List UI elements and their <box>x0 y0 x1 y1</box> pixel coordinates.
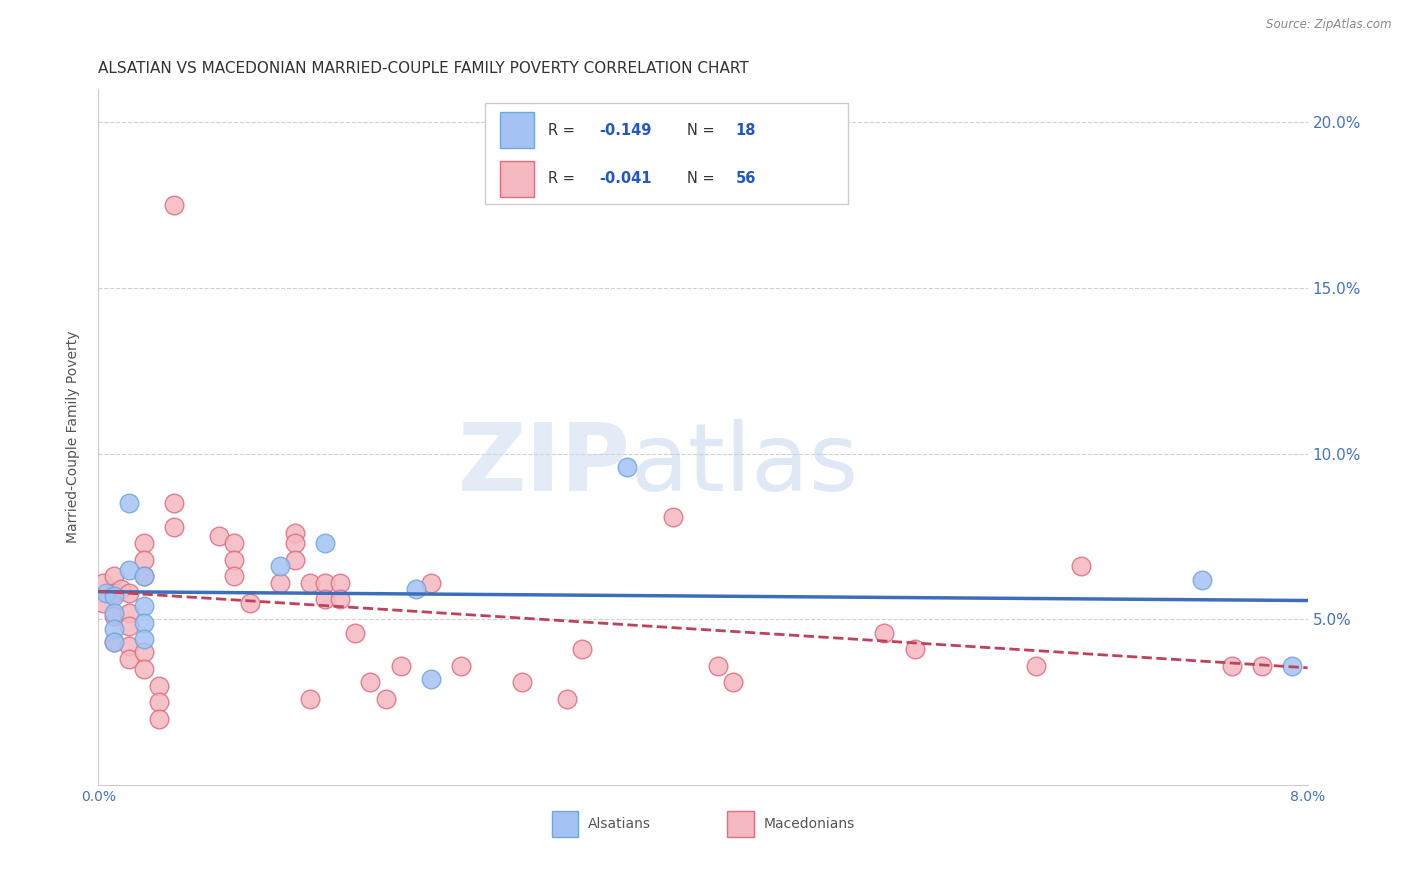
Text: N =: N = <box>688 171 720 186</box>
Point <box>1220 658 1243 673</box>
Point <box>904 642 927 657</box>
Bar <box>727 811 754 837</box>
Point <box>450 658 472 673</box>
Point <box>132 536 155 550</box>
Text: -0.041: -0.041 <box>599 171 651 186</box>
Text: 56: 56 <box>735 171 756 186</box>
Point <box>103 569 125 583</box>
Point <box>224 536 246 550</box>
Point <box>269 559 291 574</box>
Point <box>132 632 155 647</box>
Point <box>118 563 141 577</box>
Point <box>405 582 427 597</box>
Point <box>132 569 155 583</box>
Text: Source: ZipAtlas.com: Source: ZipAtlas.com <box>1267 18 1392 31</box>
Point <box>110 582 132 597</box>
Point <box>118 606 141 620</box>
Point <box>510 675 533 690</box>
Point <box>1070 559 1092 574</box>
Point <box>616 459 638 474</box>
Point <box>94 586 117 600</box>
Text: 18: 18 <box>735 123 756 137</box>
Point <box>163 519 186 533</box>
Point <box>132 662 155 676</box>
Point <box>555 691 578 706</box>
Point <box>1191 573 1213 587</box>
Point <box>661 509 683 524</box>
Point <box>132 599 155 613</box>
Point <box>163 198 186 212</box>
Point <box>314 575 336 590</box>
Point <box>91 575 114 590</box>
Point <box>118 496 141 510</box>
Bar <box>501 112 534 148</box>
FancyBboxPatch shape <box>485 103 848 204</box>
Point <box>707 658 730 673</box>
Text: R =: R = <box>548 171 579 186</box>
Point <box>314 592 336 607</box>
Point <box>1281 658 1303 673</box>
Bar <box>501 161 534 197</box>
Point <box>344 625 367 640</box>
Point <box>873 625 896 640</box>
Point <box>329 592 352 607</box>
Point <box>148 679 170 693</box>
Point <box>118 619 141 633</box>
Point <box>1025 658 1047 673</box>
Point <box>389 658 412 673</box>
Point <box>132 645 155 659</box>
Point <box>374 691 396 706</box>
Point <box>224 569 246 583</box>
Point <box>91 596 114 610</box>
Bar <box>551 811 578 837</box>
Point <box>132 552 155 566</box>
Point <box>103 589 125 603</box>
Text: atlas: atlas <box>630 419 859 511</box>
Point <box>299 575 322 590</box>
Point <box>132 615 155 630</box>
Point <box>314 536 336 550</box>
Point <box>103 606 125 620</box>
Text: ALSATIAN VS MACEDONIAN MARRIED-COUPLE FAMILY POVERTY CORRELATION CHART: ALSATIAN VS MACEDONIAN MARRIED-COUPLE FA… <box>98 61 749 76</box>
Text: R =: R = <box>548 123 579 137</box>
Point <box>1251 658 1274 673</box>
Point <box>360 675 382 690</box>
Point <box>148 712 170 726</box>
Point <box>148 695 170 709</box>
Point <box>224 552 246 566</box>
Point <box>103 635 125 649</box>
Point <box>420 575 443 590</box>
Point <box>571 642 593 657</box>
Point <box>118 652 141 666</box>
Text: Macedonians: Macedonians <box>763 817 855 831</box>
Point <box>103 622 125 636</box>
Y-axis label: Married-Couple Family Poverty: Married-Couple Family Poverty <box>66 331 80 543</box>
Text: Alsatians: Alsatians <box>588 817 651 831</box>
Point <box>103 586 125 600</box>
Point <box>103 609 125 624</box>
Text: -0.149: -0.149 <box>599 123 651 137</box>
Point <box>103 635 125 649</box>
Point <box>420 672 443 686</box>
Point <box>723 675 745 690</box>
Text: ZIP: ZIP <box>457 419 630 511</box>
Point <box>269 575 291 590</box>
Point <box>132 569 155 583</box>
Point <box>118 639 141 653</box>
Point <box>163 496 186 510</box>
Point <box>208 529 231 543</box>
Point <box>299 691 322 706</box>
Point <box>284 526 307 541</box>
Text: N =: N = <box>688 123 720 137</box>
Point <box>329 575 352 590</box>
Point <box>284 552 307 566</box>
Point <box>118 586 141 600</box>
Point <box>284 536 307 550</box>
Point <box>239 596 262 610</box>
